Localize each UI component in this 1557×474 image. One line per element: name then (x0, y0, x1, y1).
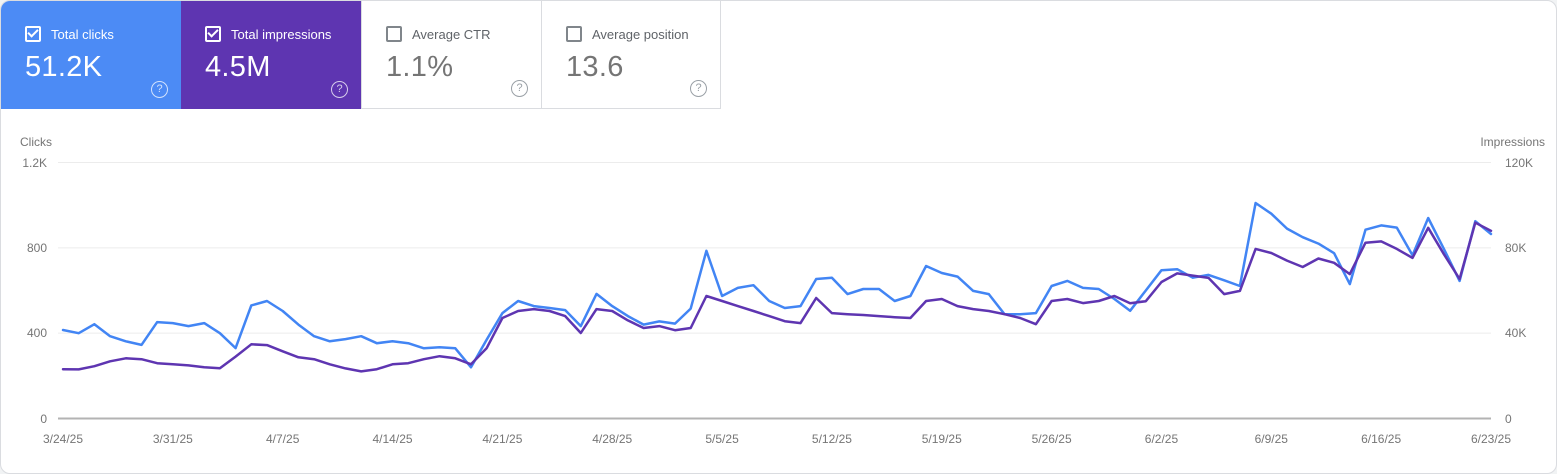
x-axis-tick: 6/2/25 (1144, 432, 1179, 446)
x-axis-tick: 5/26/25 (1031, 432, 1072, 446)
help-icon[interactable]: ? (511, 80, 528, 97)
total-impressions-value: 4.5M (205, 51, 271, 83)
x-axis-tick: 4/7/25 (266, 432, 300, 446)
left-axis-title: Clicks (20, 135, 52, 149)
card-label: Total clicks (51, 26, 114, 42)
y-axis-tick-left: 400 (26, 326, 47, 341)
card-label: Average position (592, 26, 689, 42)
checked-checkbox-icon[interactable] (25, 26, 41, 42)
x-axis-tick: 4/28/25 (592, 432, 633, 446)
help-icon[interactable]: ? (151, 81, 168, 98)
x-axis-tick: 3/31/25 (152, 432, 193, 446)
x-axis-tick: 5/5/25 (705, 432, 739, 446)
x-axis-tick: 4/14/25 (372, 432, 413, 446)
metric-cards: Total clicks 51.2K ? Total impressions 4… (1, 1, 721, 109)
checked-checkbox-icon[interactable] (205, 26, 221, 42)
x-axis-tick: 6/23/25 (1470, 432, 1512, 446)
y-axis-tick-right: 80K (1505, 240, 1527, 255)
card-average-ctr[interactable]: Average CTR 1.1% ? (361, 1, 541, 109)
unchecked-checkbox-icon[interactable] (386, 26, 402, 42)
x-axis-tick: 4/21/25 (482, 432, 523, 446)
y-axis-tick-right: 0 (1505, 411, 1512, 426)
help-icon[interactable]: ? (331, 81, 348, 98)
y-axis-tick-left: 0 (40, 411, 47, 426)
y-axis-tick-right: 40K (1505, 326, 1527, 341)
card-total-impressions[interactable]: Total impressions 4.5M ? (181, 1, 361, 109)
x-axis-tick: 6/16/25 (1361, 432, 1402, 446)
card-total-clicks[interactable]: Total clicks 51.2K ? (1, 1, 181, 109)
y-axis-tick-right: 120K (1505, 155, 1534, 170)
x-axis-tick: 6/9/25 (1254, 432, 1288, 446)
card-average-position[interactable]: Average position 13.6 ? (541, 1, 721, 109)
y-axis-tick-left: 800 (26, 240, 47, 255)
card-label: Total impressions (231, 26, 332, 42)
x-axis-tick: 5/19/25 (921, 432, 962, 446)
card-label: Average CTR (412, 26, 491, 42)
average-position-value: 13.6 (566, 51, 624, 83)
x-axis-tick: 3/24/25 (42, 432, 84, 446)
total-clicks-value: 51.2K (25, 51, 103, 83)
x-axis-tick: 5/12/25 (811, 432, 852, 446)
average-ctr-value: 1.1% (386, 51, 454, 83)
unchecked-checkbox-icon[interactable] (566, 26, 582, 42)
right-axis-title: Impressions (1480, 135, 1545, 149)
y-axis-tick-left: 1.2K (22, 155, 47, 170)
help-icon[interactable]: ? (690, 80, 707, 97)
